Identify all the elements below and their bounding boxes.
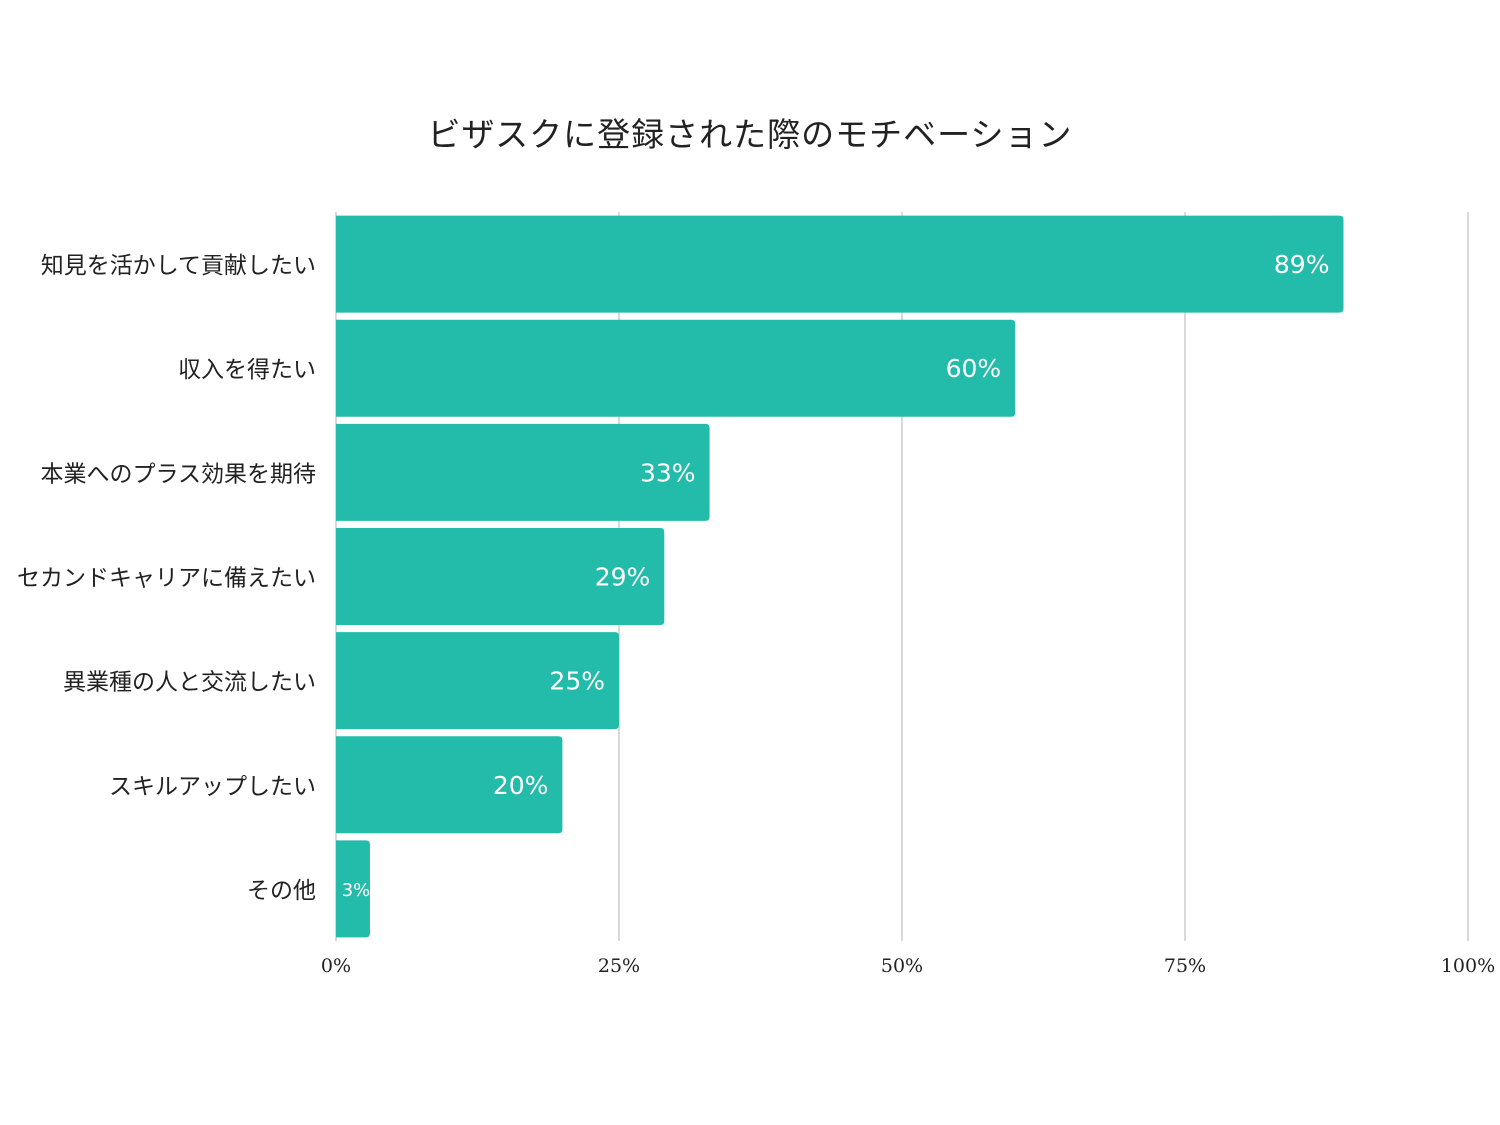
bar — [336, 736, 563, 834]
x-axis-ticks: 0% 25% 50% 75% 100% — [321, 955, 1495, 977]
category-label: 収入を得たい — [178, 357, 316, 383]
category-label: 異業種の人と交流したい — [63, 670, 316, 696]
x-tick-label: 25% — [598, 955, 640, 977]
category-label: スキルアップしたい — [109, 774, 316, 800]
bar — [336, 840, 370, 938]
bar — [336, 319, 1016, 417]
category-label: 本業へのプラス効果を期待 — [40, 461, 316, 487]
x-tick-label: 100% — [1441, 955, 1495, 977]
category-labels: 知見を活かして貢献したい収入を得たい本業へのプラス効果を期待セカンドキャリアに備… — [17, 253, 316, 904]
category-label: 知見を活かして貢献したい — [41, 253, 316, 279]
bar — [336, 423, 710, 521]
data-label: 3% — [342, 880, 371, 901]
bar — [336, 215, 1344, 313]
bar — [336, 632, 619, 730]
data-label: 29% — [595, 563, 651, 592]
category-label: その他 — [247, 878, 316, 904]
chart-title: ビザスクに登録された際のモチベーション — [427, 115, 1073, 154]
bar — [336, 528, 665, 625]
x-tick-label: 0% — [321, 955, 351, 977]
data-label: 20% — [493, 771, 549, 800]
bars: 89% 60% 33% 29% 25% 20% 3% — [336, 215, 1344, 938]
category-label: セカンドキャリアに備えたい — [17, 566, 316, 592]
data-label: 60% — [946, 354, 1002, 383]
x-tick-label: 75% — [1164, 955, 1206, 977]
x-tick-label: 50% — [881, 955, 923, 977]
data-label: 33% — [640, 458, 696, 487]
data-label: 89% — [1274, 250, 1330, 279]
data-label: 25% — [549, 667, 605, 696]
